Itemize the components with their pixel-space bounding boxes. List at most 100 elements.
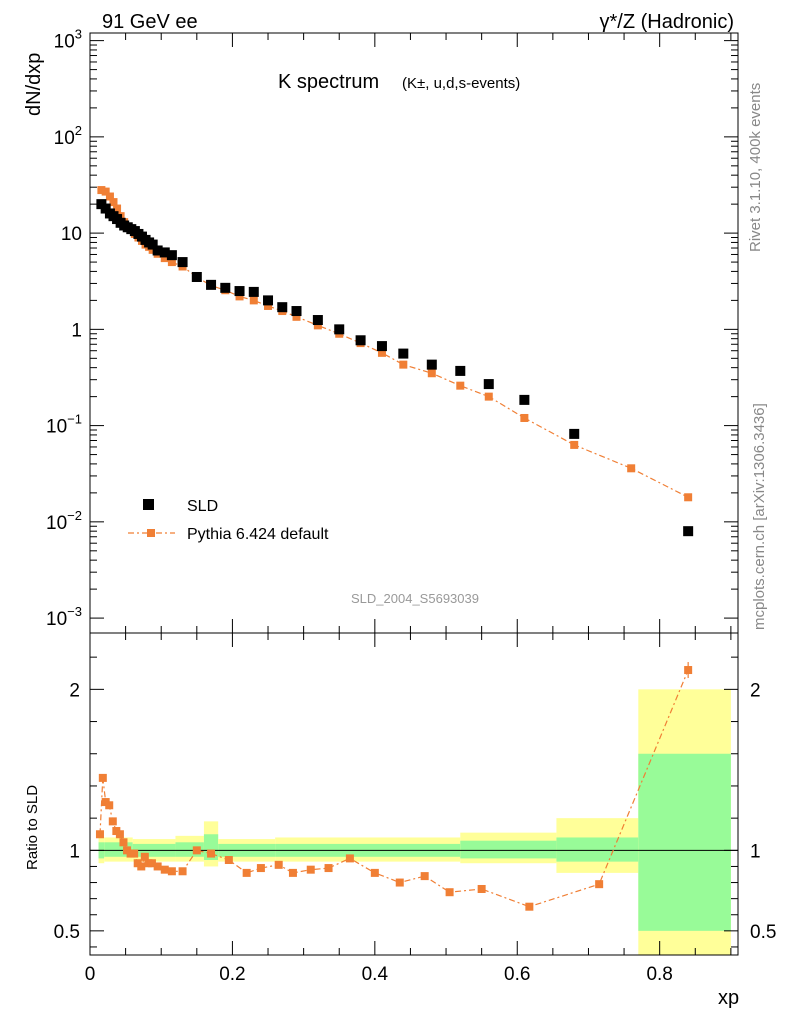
ratio-uncertainty-bands	[98, 689, 731, 955]
sld-point	[159, 247, 170, 258]
sld-point	[683, 526, 694, 537]
pythia-line	[101, 189, 689, 498]
ratio-point	[105, 801, 114, 810]
ratio-tick-label: 1	[69, 841, 80, 862]
ratio-point	[140, 852, 149, 861]
ratio-point	[595, 880, 604, 889]
ratio-band-inner	[638, 753, 731, 931]
ratio-point	[207, 849, 216, 858]
sld-point	[398, 348, 409, 359]
ratio-point	[167, 867, 176, 876]
ratio-point	[178, 867, 187, 876]
ratio-point	[137, 862, 146, 871]
ratio-point	[306, 865, 315, 874]
sld-point	[152, 245, 163, 256]
analysis-watermark: SLD_2004_S5693039	[351, 591, 479, 606]
ratio-point	[160, 865, 169, 874]
sld-point	[483, 379, 494, 390]
sld-point	[248, 286, 259, 297]
ratio-band-inner	[556, 837, 639, 862]
main-y-ticks: 10−3 10−2 10−1 1 10 102 103	[46, 27, 738, 630]
legend-pythia-label: Pythia 6.424 default	[187, 526, 329, 543]
ratio-point	[445, 888, 454, 897]
ratio-point	[395, 878, 404, 887]
pythia-point	[627, 464, 636, 473]
x-tick-label: 0.6	[504, 964, 530, 985]
ratio-point	[115, 830, 124, 839]
ratio-point	[147, 859, 156, 868]
pythia-point	[235, 292, 244, 301]
legend: SLD Pythia 6.424 default	[128, 498, 329, 543]
sld-point	[312, 315, 323, 326]
ratio-tick-label: 0.5	[54, 922, 80, 943]
ratio-tick-label-right: 0.5	[750, 922, 776, 943]
ratio-y-label: Ratio to SLD	[24, 785, 41, 870]
ratio-tick-label-right: 2	[750, 680, 761, 701]
x-tick-label: 0.2	[219, 964, 245, 985]
ratio-point	[477, 884, 486, 893]
ratio-tick-label-right: 1	[750, 841, 761, 862]
sld-point	[177, 257, 188, 268]
ratio-point	[288, 868, 297, 877]
ratio-point	[274, 860, 283, 869]
pythia-point	[167, 258, 176, 267]
x-tick-label: 0	[85, 964, 96, 985]
y-tick-label: 10−1	[46, 412, 82, 438]
pythia-point	[427, 369, 436, 378]
mcplots-label: mcplots.cern.ch [arXiv:1306.3436]	[751, 403, 768, 630]
y-tick-label: 10−3	[46, 604, 82, 630]
sld-point	[355, 335, 366, 346]
pythia-point	[520, 413, 529, 422]
plot-title: K spectrum	[278, 71, 379, 93]
header-right-label: γ*/Z (Hadronic)	[600, 11, 734, 33]
legend-sld-marker	[143, 499, 154, 510]
ratio-line	[99, 669, 689, 908]
sld-point	[234, 286, 245, 297]
ratio-point	[525, 902, 534, 911]
main-x-ticks	[89, 33, 732, 633]
pythia-point	[484, 392, 493, 401]
y-tick-label: 1	[71, 320, 82, 341]
legend-pythia-marker	[147, 529, 155, 537]
sld-point	[191, 271, 202, 282]
ratio-point	[242, 868, 251, 877]
ratio-point	[256, 864, 265, 873]
sld-series	[96, 199, 694, 537]
x-tick-label: 0.4	[362, 964, 389, 985]
sld-point	[334, 324, 345, 335]
x-tick-labels: 0 0.2 0.4 0.6 0.8	[85, 964, 673, 985]
ratio-point	[420, 872, 429, 881]
ratio-panel: 0.5 0.5 1 1 2 2 Ratio to SLD	[24, 632, 776, 956]
sld-point	[376, 341, 387, 352]
pythia-series	[97, 186, 693, 502]
ratio-point	[95, 830, 104, 839]
sld-point	[569, 428, 580, 439]
ratio-point	[370, 868, 379, 877]
x-axis-label: xp	[718, 987, 739, 1009]
ratio-tick-label: 2	[69, 680, 80, 701]
pythia-point	[113, 204, 122, 213]
rivet-version-label: Rivet 3.1.10, 400k events	[747, 83, 764, 252]
sld-point	[455, 365, 466, 376]
sld-point	[277, 302, 288, 313]
y-tick-label: 102	[54, 123, 82, 149]
sld-point	[166, 250, 177, 261]
pythia-point	[109, 198, 118, 207]
pythia-point	[399, 360, 408, 369]
main-frame	[89, 32, 739, 634]
sld-point	[206, 279, 217, 290]
pythia-point	[456, 381, 465, 390]
pythia-point	[101, 187, 110, 196]
header-left-label: 91 GeV ee	[102, 11, 198, 33]
plot-subtitle: (K±, u,d,s-events)	[402, 75, 520, 92]
pythia-point	[97, 186, 106, 195]
pythia-point	[684, 493, 693, 502]
ratio-point	[108, 817, 117, 826]
x-tick-label: 0.8	[646, 964, 672, 985]
sld-point	[291, 306, 302, 317]
sld-point	[220, 282, 231, 293]
ratio-point	[192, 846, 201, 855]
ratio-band-inner	[460, 840, 557, 859]
pythia-point	[377, 348, 386, 357]
